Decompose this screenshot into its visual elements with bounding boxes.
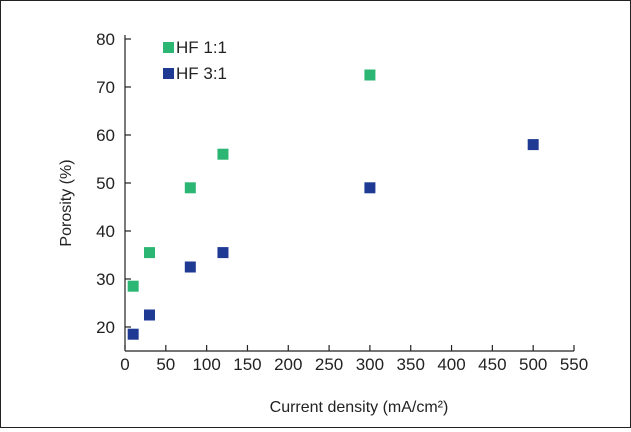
x-tick-label: 500 [519,355,547,374]
data-point-series-2 [143,309,155,321]
x-tick-label: 300 [356,355,384,374]
data-point-series-1 [184,182,196,194]
x-tick-label: 550 [560,355,588,374]
x-tick-label: 250 [315,355,343,374]
x-tick-label: 200 [274,355,302,374]
legend-label-series-2: HF 3:1 [176,64,227,83]
y-tick-label: 30 [96,270,115,289]
data-points [127,69,539,340]
x-tick-label: 450 [478,355,506,374]
ticks: 0 50 100 150 200 250 300 350 400 450 500 550 20 30 40 5… [96,30,588,374]
x-tick-label: 100 [192,355,220,374]
data-point-series-1 [217,148,229,160]
x-tick-label: 150 [233,355,261,374]
y-tick-label: 60 [96,126,115,145]
x-tick-label: 50 [156,355,175,374]
data-point-series-1 [127,280,139,292]
data-point-series-2 [364,182,376,194]
legend-label-series-1: HF 1:1 [176,38,227,57]
legend: HF 1:1 HF 3:1 [163,38,227,83]
x-tick-label: 350 [397,355,425,374]
x-tick-label: 0 [120,355,129,374]
data-point-series-2 [184,261,196,273]
y-tick-label: 40 [96,222,115,241]
data-point-series-1 [364,69,376,81]
y-tick-label: 80 [96,30,115,49]
legend-marker-series-1 [163,42,174,53]
x-tick-label: 400 [437,355,465,374]
y-axis-title: Porosity (%) [58,159,75,246]
data-point-series-2 [127,328,139,340]
data-point-series-1 [143,247,155,259]
legend-marker-series-2 [163,68,174,79]
x-axis-title: Current density (mA/cm²) [270,399,449,416]
y-tick-label: 20 [96,318,115,337]
data-point-series-2 [527,139,539,151]
y-tick-label: 70 [96,78,115,97]
y-tick-label: 50 [96,174,115,193]
data-point-series-2 [217,247,229,259]
